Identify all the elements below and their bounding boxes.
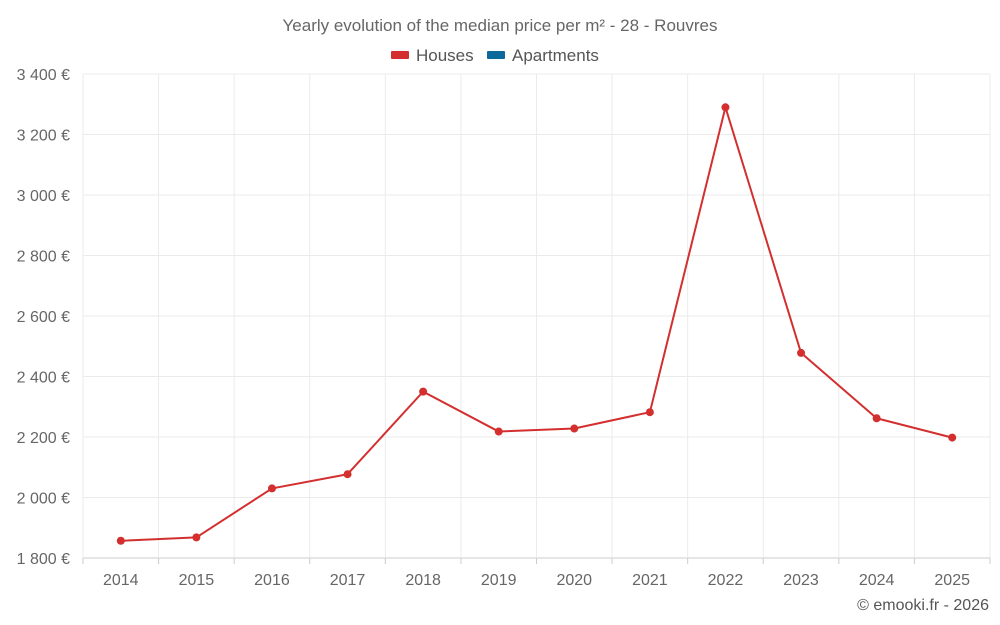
data-point-houses[interactable]	[570, 424, 579, 433]
y-tick-label: 1 800 €	[17, 551, 70, 568]
x-tick-label: 2015	[179, 572, 215, 589]
x-tick-label: 2023	[783, 572, 819, 589]
legend-swatch-houses	[391, 51, 409, 59]
data-point-houses[interactable]	[116, 536, 125, 545]
x-tick-label: 2017	[330, 572, 366, 589]
legend-swatch-apartments	[487, 51, 505, 59]
legend: Houses Apartments	[391, 46, 599, 65]
y-tick-label: 2 200 €	[17, 430, 70, 447]
x-tick-label: 2025	[934, 572, 970, 589]
legend-label-apartments: Apartments	[512, 46, 599, 65]
x-tick-label: 2021	[632, 572, 668, 589]
x-tick-label: 2019	[481, 572, 517, 589]
x-tick-label: 2022	[708, 572, 744, 589]
x-tick-label: 2018	[405, 572, 441, 589]
data-point-houses[interactable]	[343, 470, 352, 479]
legend-item-apartments[interactable]: Apartments	[487, 46, 599, 65]
data-series	[116, 103, 957, 545]
y-tick-label: 3 400 €	[17, 67, 70, 84]
x-axis-labels: 2014 2015 2016 2017 2018 2019 2020 2021 2022 2023…	[103, 572, 970, 589]
y-tick-label: 2 600 €	[17, 309, 70, 326]
data-point-houses[interactable]	[797, 348, 806, 357]
y-tick-label: 3 000 €	[17, 188, 70, 205]
series-line-houses	[120, 106, 953, 542]
y-axis-labels: 1 800 € 2 000 € 2 200 € 2 400 € 2 600 € 2 800…	[17, 67, 70, 568]
y-tick-label: 2 800 €	[17, 249, 70, 266]
data-point-houses[interactable]	[419, 387, 428, 396]
data-point-houses[interactable]	[267, 484, 276, 493]
x-tick-label: 2016	[254, 572, 290, 589]
data-point-houses[interactable]	[721, 103, 730, 112]
data-point-houses[interactable]	[872, 414, 881, 423]
y-tick-label: 2 000 €	[17, 491, 70, 508]
y-tick-label: 2 400 €	[17, 370, 70, 387]
data-point-houses[interactable]	[645, 408, 654, 417]
chart-title: Yearly evolution of the median price per…	[283, 16, 718, 35]
data-point-houses[interactable]	[948, 433, 957, 442]
data-point-houses[interactable]	[192, 533, 201, 542]
data-point-houses[interactable]	[494, 427, 503, 436]
y-tick-label: 3 200 €	[17, 128, 70, 145]
x-tick-label: 2024	[859, 572, 895, 589]
legend-item-houses[interactable]: Houses	[391, 46, 474, 65]
legend-label-houses: Houses	[416, 46, 474, 65]
x-tick-label: 2020	[556, 572, 592, 589]
vertical-gridlines	[82, 74, 991, 564]
footer-credit: © emooki.fr - 2026	[857, 597, 989, 614]
x-tick-label: 2014	[103, 572, 139, 589]
